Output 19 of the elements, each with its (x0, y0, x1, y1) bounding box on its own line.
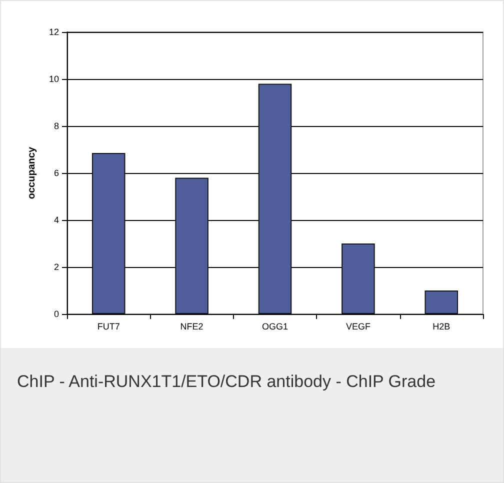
x-tick-label: NFE2 (180, 322, 204, 332)
y-tick-label: 2 (54, 262, 59, 272)
y-tick-label: 0 (54, 309, 59, 319)
y-tick-label: 12 (48, 27, 59, 37)
text: ChIP - Anti-RUNX1T1/ETO/CDR antibody - ChIP Grade (17, 371, 437, 393)
bar (92, 153, 126, 314)
bar (342, 244, 375, 314)
bar (258, 84, 292, 314)
y-tick-label: 10 (48, 74, 59, 84)
y-tick-label: 6 (54, 168, 59, 178)
x-tick-label: VEGF (346, 322, 371, 332)
y-axis-title: occupancy (26, 146, 38, 200)
x-tick-label: OGG1 (262, 322, 288, 332)
x-tick-label: H2B (432, 322, 450, 332)
bar (175, 178, 208, 314)
y-tick-label: 8 (54, 121, 59, 131)
x-tick-label: FUT7 (97, 322, 120, 332)
bar (424, 290, 458, 314)
y-tick-label: 4 (54, 215, 59, 225)
